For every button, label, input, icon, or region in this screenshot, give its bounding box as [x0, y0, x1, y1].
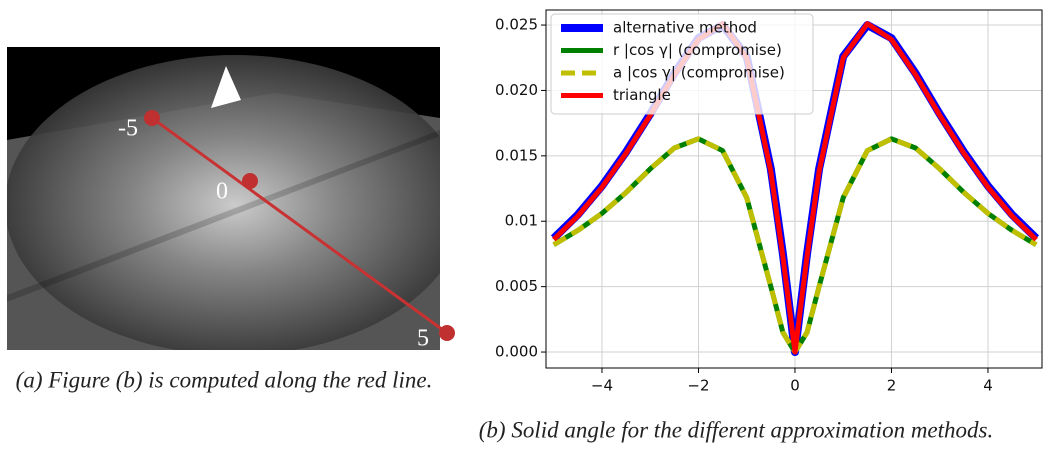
chart: 0.000 0.005 0.01 0.015 0.020 0.025 −4 −2 0 2 4 alte… — [495, 9, 1043, 395]
legend-label: alternative method — [613, 19, 757, 37]
triangle-light — [211, 66, 241, 108]
caption: (b) Solid angle for the different approx… — [479, 417, 993, 442]
shadow-line — [7, 130, 440, 302]
y-tick-label: 0.005 — [495, 277, 538, 295]
series-line — [551, 21, 1038, 355]
y-tick-label: 0.015 — [495, 146, 538, 164]
legend-label: a |cos γ| (compromise) — [613, 64, 785, 82]
x-tick-label: 0 — [790, 377, 800, 395]
point — [439, 325, 455, 341]
image-label: -5 — [118, 116, 138, 142]
red-line — [151, 116, 448, 335]
point — [242, 173, 258, 189]
render-image — [7, 47, 440, 350]
y-tick-label: 0.01 — [505, 212, 538, 230]
light-spot — [7, 55, 440, 350]
x-tick-label: −4 — [591, 377, 613, 395]
axes-frame — [545, 9, 1043, 369]
legend-box — [550, 13, 814, 115]
image-label: 0 — [216, 179, 228, 205]
x-tick-label: −2 — [687, 377, 709, 395]
y-tick-label: 0.000 — [495, 343, 538, 361]
image-label: 5 — [417, 326, 429, 352]
x-tick-label: 2 — [887, 377, 897, 395]
legend-label: r |cos γ| (compromise) — [613, 41, 782, 59]
y-tick-label: 0.020 — [495, 81, 538, 99]
point — [144, 110, 160, 126]
caption: (a) Figure (b) is computed along the red… — [16, 367, 433, 392]
y-tick-label: 0.025 — [495, 16, 538, 34]
legend-label: triangle — [613, 86, 671, 104]
x-tick-label: 4 — [983, 377, 993, 395]
